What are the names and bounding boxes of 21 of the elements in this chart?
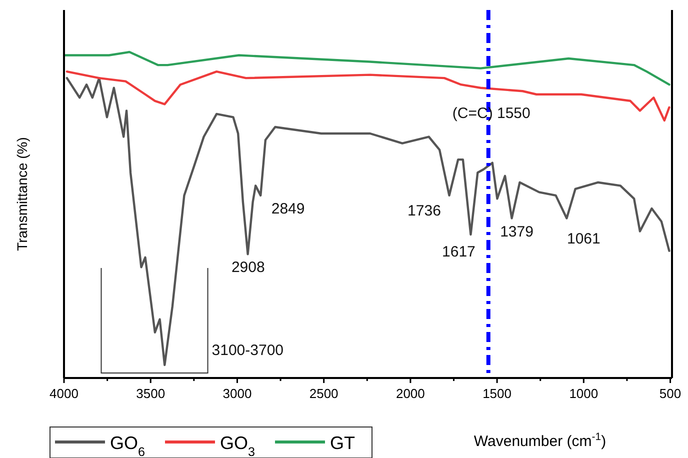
annotation: 2908 xyxy=(231,259,265,276)
legend-label: GT xyxy=(330,433,355,453)
annotation: 1617 xyxy=(442,244,476,261)
x-tick-label: 2500 xyxy=(309,386,338,401)
annotation: 3100-3700 xyxy=(212,342,284,359)
x-tick-label: 4000 xyxy=(50,386,78,401)
annotation: 2849 xyxy=(271,200,305,218)
legend-label: GO$_{3}$ xyxy=(220,433,256,458)
annotation: 1061 xyxy=(566,230,600,248)
x-tick-label: 3500 xyxy=(136,386,166,401)
ref-line-label: (C=C) 1550 xyxy=(452,105,530,122)
x-tick-label: 2000 xyxy=(396,386,425,401)
annotation: 1736 xyxy=(408,202,441,220)
annotation: 1379 xyxy=(500,223,534,240)
x-tick-label: 1500 xyxy=(482,386,512,401)
x-tick-label: 1000 xyxy=(569,386,598,401)
x-axis-title: Wavenumber (cm$^{-1}$) xyxy=(474,431,606,450)
x-tick-label: 500 xyxy=(659,386,682,401)
legend-label: GO$_{6}$ xyxy=(110,433,146,458)
x-tick-label: 3000 xyxy=(222,386,252,401)
y-axis-title: Transmittance (%) xyxy=(14,137,30,251)
